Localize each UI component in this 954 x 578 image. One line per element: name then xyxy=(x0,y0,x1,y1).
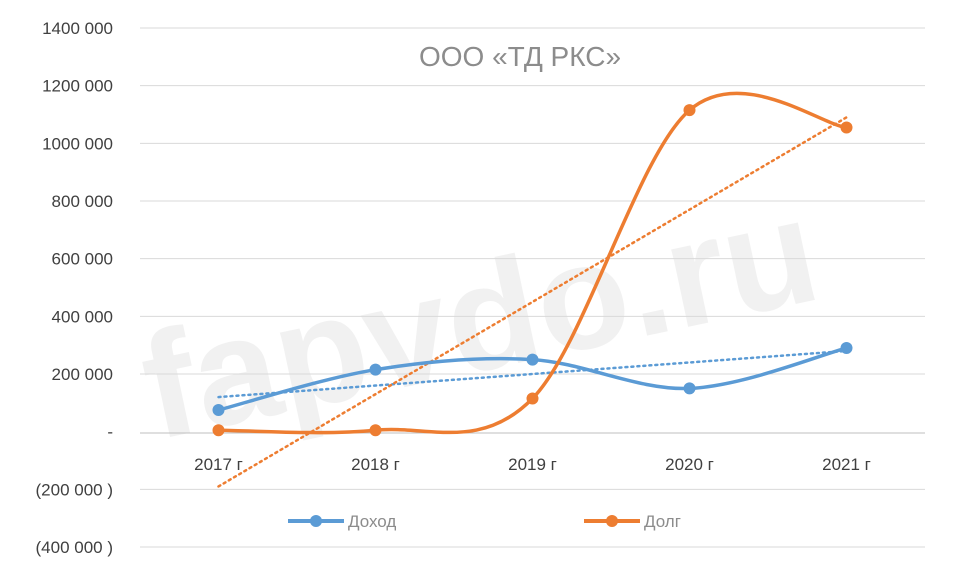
y-tick-label: 1400 000 xyxy=(42,19,113,38)
debt-legend-marker xyxy=(606,515,618,527)
chart-title: ООО «ТД РКС» xyxy=(419,41,621,72)
income-legend-label: Доход xyxy=(348,512,396,531)
income-data-point xyxy=(840,342,853,355)
income-data-point xyxy=(369,363,382,376)
debt-data-point xyxy=(840,121,853,134)
y-tick-label: (400 000 ) xyxy=(36,538,114,557)
income-data-point xyxy=(212,404,225,417)
y-tick-label: 400 000 xyxy=(52,307,113,326)
debt-series-line xyxy=(218,91,847,435)
y-tick-label: (200 000 ) xyxy=(36,480,114,499)
debt-trendline xyxy=(217,116,848,488)
debt-data-point xyxy=(369,424,382,437)
y-tick-label: - xyxy=(107,423,113,442)
debt-data-point xyxy=(683,104,696,117)
income-data-point xyxy=(683,382,696,395)
debt-data-point xyxy=(212,424,225,437)
income-data-point xyxy=(526,353,539,366)
y-tick-label: 1000 000 xyxy=(42,134,113,153)
debt-data-point xyxy=(526,392,539,405)
x-axis-ticks: 2017 г 2018 г 2019 г 2020 г 2021 г xyxy=(194,455,871,474)
y-tick-label: 600 000 xyxy=(52,250,113,269)
legend: Доход Долг xyxy=(288,512,681,531)
y-axis-ticks: 1400 000 1200 000 1000 000 800 000 600 000 40… xyxy=(36,19,114,557)
income-legend-marker xyxy=(310,515,322,527)
x-tick-label: 2017 г xyxy=(194,455,243,474)
x-tick-label: 2021 г xyxy=(822,455,871,474)
x-tick-label: 2018 г xyxy=(351,455,400,474)
y-tick-label: 1200 000 xyxy=(42,77,113,96)
x-tick-label: 2019 г xyxy=(508,455,557,474)
y-tick-label: 200 000 xyxy=(52,365,113,384)
series-points xyxy=(212,104,853,437)
x-tick-label: 2020 г xyxy=(665,455,714,474)
trendlines xyxy=(217,116,848,488)
y-tick-label: 800 000 xyxy=(52,192,113,211)
income-trendline xyxy=(217,349,848,399)
debt-legend-label: Долг xyxy=(644,512,681,531)
